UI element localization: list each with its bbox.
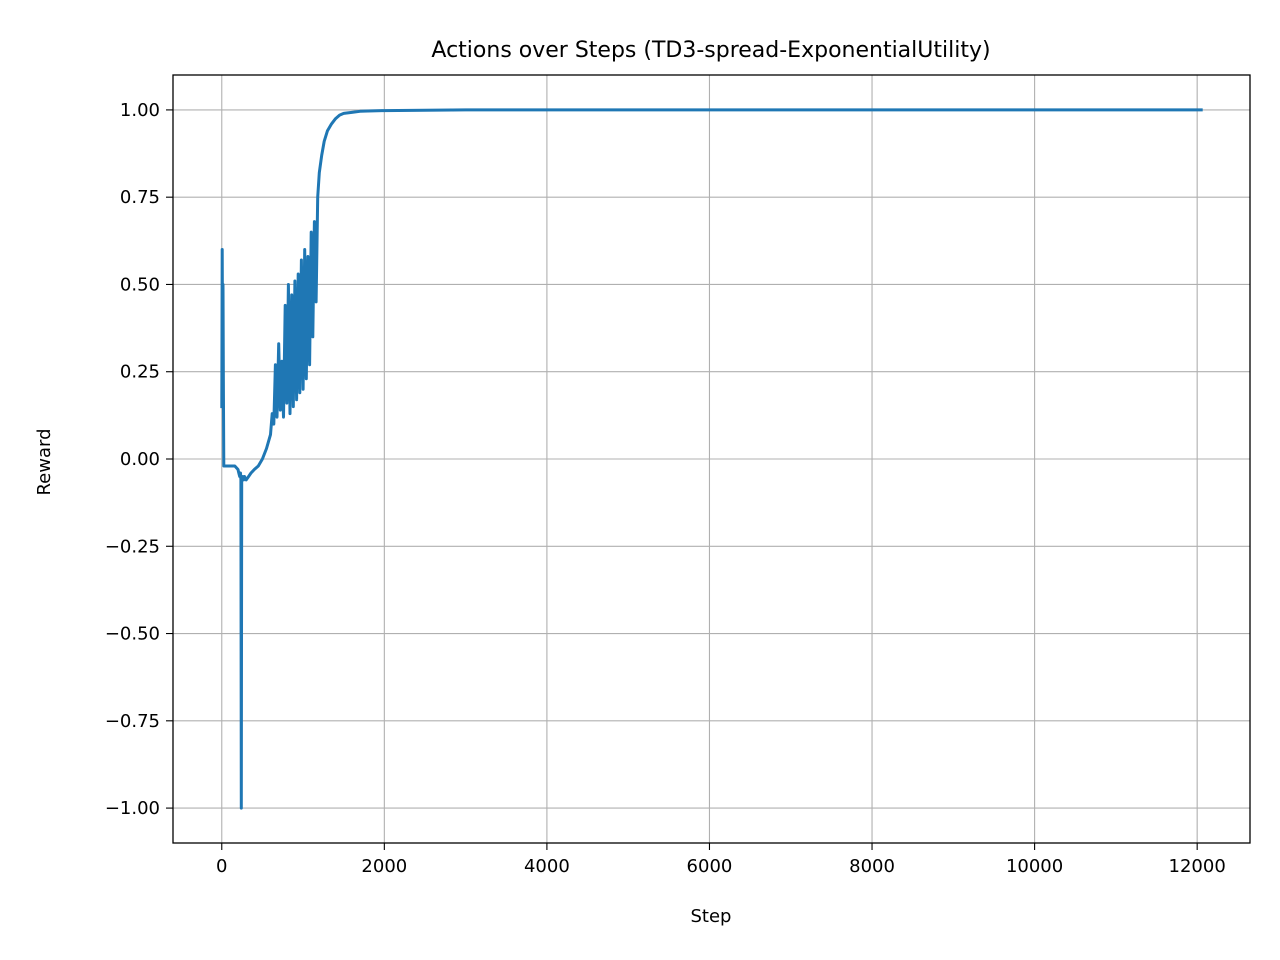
y-axis-ticks: 1.00 0.75 0.50 0.25 0.00 −0.25 −0.50 −0.75 −1.00 — [105, 100, 173, 819]
reward-series-line — [220, 108, 1203, 810]
x-tick-label: 4000 — [524, 856, 570, 877]
y-tick-label: −1.00 — [105, 798, 160, 819]
y-tick-label: −0.50 — [105, 624, 160, 645]
y-tick-label: 0.50 — [120, 274, 160, 295]
x-tick-label: 6000 — [687, 856, 733, 877]
y-tick-label: 0.75 — [120, 187, 160, 208]
y-tick-label: 0.00 — [120, 449, 160, 470]
series-layer — [220, 108, 1203, 810]
x-tick-label: 12000 — [1169, 856, 1226, 877]
x-tick-label: 10000 — [1006, 856, 1063, 877]
x-tick-label: 8000 — [849, 856, 895, 877]
y-axis-label: Reward — [34, 428, 55, 495]
x-axis-ticks: 0 2000 4000 6000 8000 10000 12000 — [216, 843, 1226, 877]
y-tick-label: −0.75 — [105, 711, 160, 732]
x-tick-label: 0 — [216, 856, 227, 877]
y-tick-label: 0.25 — [120, 362, 160, 383]
chart-title: Actions over Steps (TD3-spread-Exponenti… — [431, 38, 990, 63]
x-axis-label: Step — [691, 906, 732, 927]
y-tick-label: −0.25 — [105, 536, 160, 557]
grid-lines — [173, 75, 1250, 843]
y-tick-label: 1.00 — [120, 100, 160, 121]
x-tick-label: 2000 — [361, 856, 407, 877]
